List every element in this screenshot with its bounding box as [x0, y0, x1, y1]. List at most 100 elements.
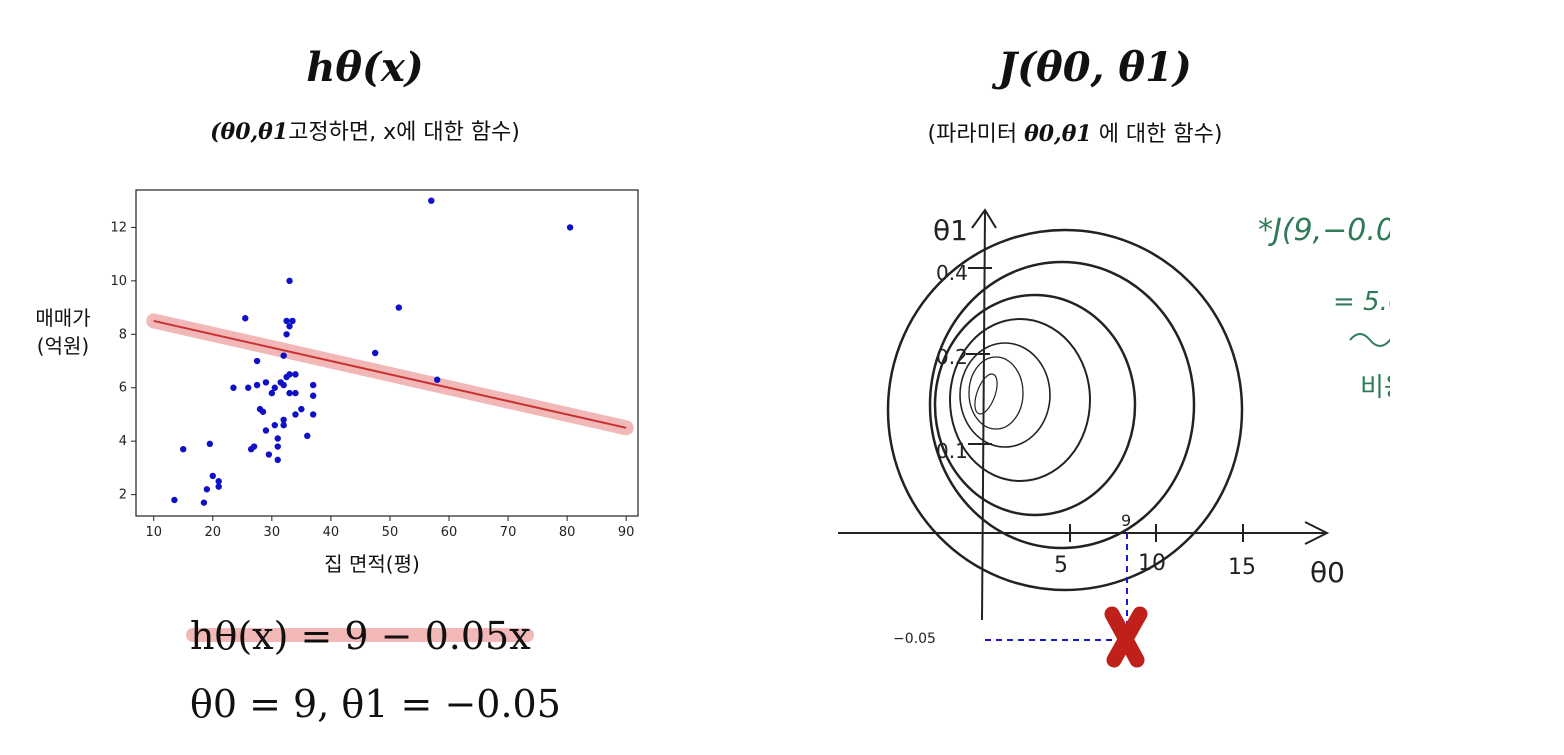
- contour-plot: θ1 θ0 0.4 0.2 0.1 5 10 15 9 −0.05 *J(9,−…: [838, 208, 1390, 668]
- hypothesis-title: hθ(x): [306, 44, 424, 91]
- cost-function-title: J(θ0, θ1): [998, 44, 1192, 91]
- subtitle-pre: (파라미터: [927, 122, 1025, 147]
- cost-note-value: = 5.65: [1333, 287, 1390, 317]
- y-axis-label: 매매가 (억원): [18, 304, 108, 360]
- data-point: [292, 389, 299, 397]
- hypothesis-equation: hθ(x) = 9 − 0.05x: [190, 614, 531, 658]
- theta1-tick-0-2: 0.2: [936, 345, 968, 369]
- data-point: [292, 411, 299, 418]
- x-tick-label: 50: [382, 525, 399, 540]
- x-tick-label: 40: [323, 525, 340, 540]
- data-point: [434, 376, 441, 383]
- theta0-marker-label: 9: [1121, 511, 1131, 530]
- theta1-axis: [981, 211, 986, 621]
- data-point: [230, 384, 237, 391]
- cost-note-label: 비용.: [1360, 373, 1390, 403]
- cost-note-function: *J(9,−0.05): [1258, 213, 1390, 248]
- y-axis-label-line1: 매매가: [35, 306, 91, 330]
- data-point: [274, 456, 281, 464]
- data-point: [242, 315, 249, 322]
- data-point: [280, 352, 287, 359]
- cost-note-squiggle: [1349, 333, 1390, 347]
- subtitle-params: θ0,θ1: [1024, 121, 1092, 147]
- data-point: [289, 317, 296, 325]
- x-tick-label: 90: [618, 525, 635, 540]
- contour-ring-5: [959, 342, 1051, 448]
- cost-function-subtitle: (파라미터 θ0,θ1 에 대한 함수): [850, 116, 1300, 148]
- theta0-tick-5: 5: [1054, 553, 1068, 578]
- theta0-arrowhead: [1304, 521, 1330, 545]
- data-point: [206, 440, 214, 448]
- data-point: [245, 384, 252, 391]
- data-point: [395, 304, 403, 311]
- data-point: [371, 349, 379, 357]
- data-point: [259, 408, 267, 415]
- scatter-chart: 10 20 30 40 50 60 70 80 90 2 4 6 8 10 12: [110, 189, 639, 540]
- data-point: [283, 317, 290, 325]
- data-point: [250, 443, 258, 450]
- data-point: [286, 389, 293, 397]
- data-point: [271, 421, 278, 429]
- data-point: [309, 381, 317, 389]
- equation-highlight: [186, 628, 534, 642]
- data-point: [283, 331, 290, 338]
- contour-ring-7: [974, 373, 998, 415]
- contour-ring-6: [968, 356, 1024, 430]
- contour-ring-4: [949, 318, 1091, 482]
- data-point: [286, 277, 293, 285]
- data-point: [253, 357, 261, 365]
- data-point: [171, 496, 178, 504]
- theta1-tick-0-1: 0.1: [936, 439, 968, 463]
- plot-area: [135, 189, 639, 517]
- x-axis-label: 집 면적(평): [324, 552, 420, 576]
- subtitle-text: 고정하면, x에 대한 함수): [288, 120, 520, 145]
- data-point: [309, 411, 317, 418]
- x-tick-label: 80: [559, 525, 576, 540]
- x-tick-label: 20: [205, 525, 222, 540]
- x-tick-label: 10: [145, 525, 162, 540]
- contour-ring-1: [886, 228, 1244, 592]
- y-tick-label: 4: [119, 434, 127, 449]
- theta1-arrowhead: [971, 208, 997, 229]
- x-tick-label: 60: [441, 525, 458, 540]
- data-point: [286, 371, 293, 378]
- contour-ring-3: [933, 293, 1137, 517]
- data-point: [292, 371, 299, 378]
- data-point: [209, 472, 216, 480]
- theta1-tick-0-4: 0.4: [936, 261, 968, 285]
- data-point: [298, 405, 305, 413]
- data-point: [262, 427, 270, 434]
- data-point: [268, 389, 276, 397]
- x-tick-label: 70: [500, 525, 517, 540]
- data-point: [566, 224, 574, 231]
- fit-line: [153, 319, 627, 429]
- parameter-values: θ0 = 9, θ1 = −0.05: [190, 682, 561, 726]
- data-point: [200, 499, 208, 506]
- y-tick-label: 2: [119, 488, 127, 503]
- x-tick-label: 30: [264, 525, 281, 540]
- theta1-axis-label: θ1: [933, 214, 968, 247]
- y-tick-label: 12: [110, 220, 127, 235]
- contour-ring-2: [928, 260, 1196, 550]
- data-point: [274, 443, 281, 450]
- y-tick-label: 10: [110, 274, 127, 289]
- data-point: [180, 445, 187, 453]
- data-point: [253, 381, 261, 389]
- theta1-marker-label: −0.05: [893, 631, 936, 647]
- hypothesis-subtitle: (θ0,θ1고정하면, x에 대한 함수): [140, 114, 590, 146]
- data-point: [215, 478, 222, 485]
- theta0-axis-label: θ0: [1310, 556, 1345, 589]
- y-axis-label-line2: (억원): [36, 334, 90, 358]
- subtitle-params: (θ0,θ1: [210, 119, 289, 145]
- data-point: [215, 483, 222, 490]
- data-point: [271, 384, 278, 391]
- data-point: [309, 392, 317, 399]
- data-point: [280, 381, 287, 389]
- data-point: [274, 435, 281, 442]
- subtitle-post: 에 대한 함수): [1091, 122, 1223, 147]
- y-tick-label: 6: [119, 381, 127, 396]
- data-point: [262, 379, 270, 386]
- theta0-tick-15: 15: [1228, 555, 1256, 580]
- data-point: [304, 432, 311, 440]
- data-point: [265, 451, 273, 458]
